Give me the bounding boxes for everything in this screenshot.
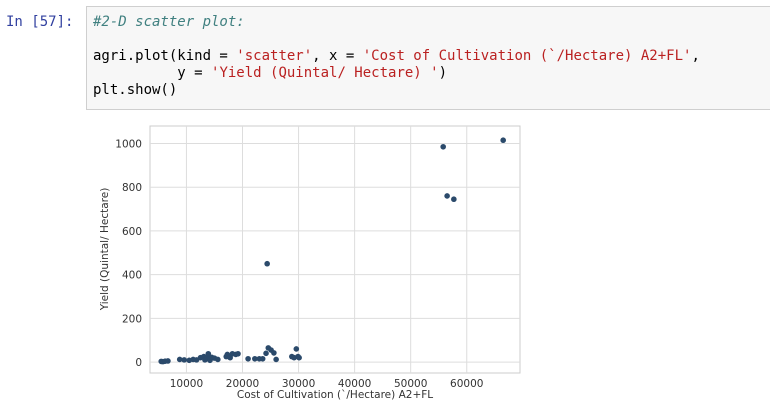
x-tick-label: 40000 bbox=[338, 378, 371, 390]
scatter-point bbox=[293, 346, 300, 352]
scatter-point bbox=[263, 350, 269, 357]
code-token: 'Yield (Quintal/ Hectare) ' bbox=[211, 65, 439, 81]
scatter-point bbox=[215, 356, 221, 363]
scatter-point bbox=[500, 137, 506, 144]
code-line: agri.plot(kind = 'scatter', x = 'Cost of… bbox=[93, 48, 770, 65]
code-line: #2-D scatter plot: bbox=[93, 14, 770, 31]
code-token: , bbox=[691, 48, 700, 64]
scatter-point bbox=[451, 196, 457, 203]
code-token: plt.show() bbox=[93, 82, 178, 98]
scatter-point bbox=[176, 356, 183, 363]
cell-output: 10000 20000 30000 40000 50000 60000 0 200 400 600… bbox=[86, 118, 770, 415]
scatter-point bbox=[259, 355, 266, 362]
y-tick-label: 800 bbox=[122, 182, 142, 194]
code-line: plt.show() bbox=[93, 82, 770, 99]
scatter-point bbox=[181, 357, 187, 363]
code-line: y = 'Yield (Quintal/ Hectare) ') bbox=[93, 65, 770, 82]
x-tick-label: 20000 bbox=[226, 378, 259, 390]
x-tick-label: 50000 bbox=[394, 378, 427, 390]
code-line bbox=[93, 31, 770, 48]
scatter-point bbox=[271, 350, 277, 356]
code-token: y = bbox=[93, 65, 212, 81]
code-token: 'Cost of Cultivation (`/Hectare) A2+FL' bbox=[362, 48, 692, 64]
scatter-point bbox=[252, 355, 258, 362]
scatter-point bbox=[165, 358, 171, 364]
code-token: 'scatter' bbox=[236, 48, 313, 64]
code-cell-editor[interactable]: #2-D scatter plot: agri.plot(kind = 'scat… bbox=[86, 6, 770, 110]
cell-prompt: In [57]: bbox=[6, 14, 74, 30]
y-tick-label: 400 bbox=[122, 270, 142, 282]
scatter-point bbox=[296, 354, 302, 361]
plot-background bbox=[149, 125, 521, 374]
code-token: agri.plot(kind = bbox=[93, 48, 237, 64]
y-tick-label: 0 bbox=[135, 357, 142, 369]
scatter-point bbox=[245, 355, 251, 362]
code-token: , x = bbox=[312, 48, 363, 64]
y-tick-label: 600 bbox=[122, 226, 142, 238]
x-tick-label: 60000 bbox=[450, 378, 483, 390]
scatter-point bbox=[235, 350, 241, 357]
code-token: #2-D scatter plot: bbox=[93, 14, 245, 30]
y-tick-label: 200 bbox=[122, 313, 142, 325]
scatter-chart: 10000 20000 30000 40000 50000 60000 0 200 400 600… bbox=[99, 125, 521, 401]
x-axis-label: Cost of Cultivation (`/Hectare) A2+FL bbox=[237, 389, 433, 401]
axis-ticks: 10000 20000 30000 40000 50000 60000 0 200 400 600… bbox=[115, 138, 483, 390]
scatter-point bbox=[444, 193, 450, 199]
x-tick-label: 10000 bbox=[170, 378, 203, 390]
scatter-point bbox=[264, 260, 270, 267]
x-tick-label: 30000 bbox=[282, 378, 315, 390]
code-token: ) bbox=[438, 65, 448, 81]
y-axis-label: Yield (Quintal/ Hectare) bbox=[99, 188, 111, 312]
scatter-point bbox=[440, 143, 446, 150]
scatter-point bbox=[205, 350, 212, 357]
scatter-point bbox=[273, 356, 279, 363]
data-points bbox=[158, 137, 506, 365]
y-tick-label: 1000 bbox=[115, 138, 142, 150]
